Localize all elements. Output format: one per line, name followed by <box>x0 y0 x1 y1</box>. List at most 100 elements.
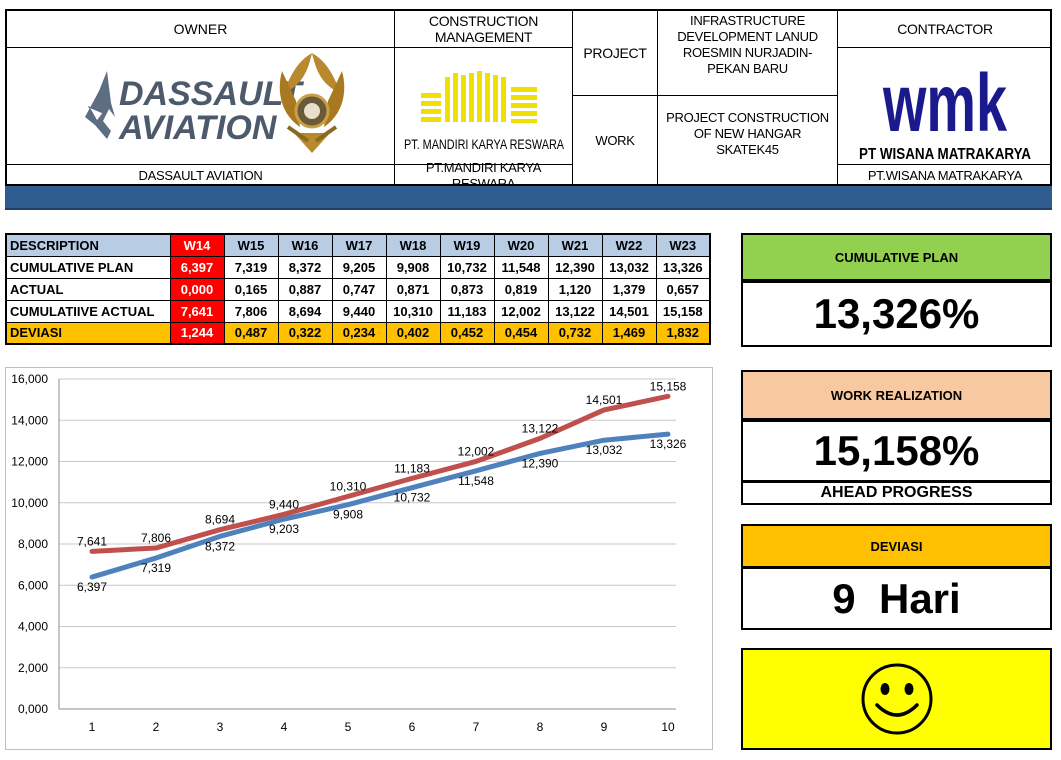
contractor-name: PT.WISANA MATRAKARYA <box>838 164 1052 186</box>
table-cell: 12,390 <box>547 255 603 279</box>
table-cell: 9,205 <box>331 255 387 279</box>
actual-data-label: 8,694 <box>205 513 235 527</box>
column-header: W14 <box>169 233 225 257</box>
cm-logo-area: PT. MANDIRI KARYA RESWARA <box>395 47 573 164</box>
table-row: CUMULATIIVE ACTUAL 7,641 7,806 8,694 9,4… <box>5 299 711 323</box>
wmk-logo: wmk PT WISANA MATRAKARYA <box>859 58 1031 163</box>
table-cell: 1,120 <box>547 277 603 301</box>
table-cell: 0,452 <box>439 321 495 345</box>
table-cell: 15,158 <box>655 299 711 323</box>
y-tick-label: 16,000 <box>11 372 48 386</box>
table-cell: 1,469 <box>601 321 657 345</box>
wmk-logo-text: wmk <box>882 58 1007 149</box>
x-tick-label: 4 <box>281 720 288 734</box>
x-tick-label: 1 <box>89 720 96 734</box>
table-cell: 13,326 <box>655 255 711 279</box>
table-cell: 10,310 <box>385 299 441 323</box>
x-tick-label: 6 <box>409 720 416 734</box>
plan-data-label: 13,032 <box>586 443 623 457</box>
owner-logo-area: DASSAULT AVIATION <box>7 47 395 164</box>
table-cell: 0,402 <box>385 321 441 345</box>
status-smiley-panel <box>741 648 1052 750</box>
x-tick-label: 7 <box>473 720 480 734</box>
column-header: W23 <box>655 233 711 257</box>
y-tick-label: 10,000 <box>11 496 48 510</box>
y-tick-label: 14,000 <box>11 413 48 427</box>
row-label: DEVIASI <box>5 321 171 345</box>
y-tick-label: 2,000 <box>18 661 48 675</box>
deviasi-label: DEVIASI <box>741 524 1052 568</box>
project-value: INFRASTRUCTURE DEVELOPMENT LANUD ROESMIN… <box>658 11 838 95</box>
actual-data-label: 13,122 <box>522 421 559 435</box>
progress-table: DESCRIPTION W14 W15 W16 W17 W18 W19 W20 … <box>5 233 711 345</box>
plan-series-line <box>89 431 671 580</box>
table-cell: 1,832 <box>655 321 711 345</box>
plan-data-label: 6,397 <box>77 580 107 594</box>
y-tick-label: 6,000 <box>18 578 48 592</box>
actual-data-label: 7,806 <box>141 531 171 545</box>
table-cell: 13,032 <box>601 255 657 279</box>
table-cell: 7,319 <box>223 255 279 279</box>
table-cell: 0,454 <box>493 321 549 345</box>
actual-data-label: 9,440 <box>269 497 299 511</box>
smiley-face-icon <box>861 663 932 735</box>
dassault-logo: DASSAULT AVIATION <box>85 53 345 153</box>
table-cell: 11,548 <box>493 255 549 279</box>
project-label: PROJECT <box>573 11 658 95</box>
y-tick-label: 4,000 <box>18 620 48 634</box>
column-header: W21 <box>547 233 603 257</box>
work-realization-value: 15,158% <box>741 420 1052 482</box>
table-cell: 0,747 <box>331 277 387 301</box>
owner-name: DASSAULT AVIATION <box>7 164 395 186</box>
y-tick-label: 8,000 <box>18 537 48 551</box>
actual-data-label: 14,501 <box>586 393 623 407</box>
table-cell: 0,887 <box>277 277 333 301</box>
cumulative-plan-label: CUMULATIVE PLAN <box>741 233 1052 281</box>
table-row: CUMULATIVE PLAN 6,397 7,319 8,372 9,205 … <box>5 255 711 279</box>
column-header: W20 <box>493 233 549 257</box>
table-cell: 12,002 <box>493 299 549 323</box>
actual-data-label: 15,158 <box>650 379 687 393</box>
contractor-label: CONTRACTOR <box>897 21 993 37</box>
table-cell: 0,657 <box>655 277 711 301</box>
table-cell: 1,379 <box>601 277 657 301</box>
plan-data-label: 13,326 <box>650 437 687 451</box>
dassault-logo-line2: AVIATION <box>118 109 278 147</box>
table-cell: 7,641 <box>169 299 225 323</box>
y-tick-label: 12,000 <box>11 455 48 469</box>
cumulative-plan-value: 13,326% <box>741 281 1052 347</box>
table-row: ACTUAL 0,000 0,165 0,887 0,747 0,871 0,8… <box>5 277 711 301</box>
actual-series-line <box>89 393 671 554</box>
cm-name: PT.MANDIRI KARYA RESWARA <box>395 160 573 191</box>
table-header-row: DESCRIPTION W14 W15 W16 W17 W18 W19 W20 … <box>5 233 711 257</box>
mandiri-logo: PT. MANDIRI KARYA RESWARA <box>404 71 565 152</box>
plan-data-label: 10,732 <box>394 491 431 505</box>
work-label: WORK <box>573 95 658 186</box>
table-cell: 9,440 <box>331 299 387 323</box>
actual-data-label: 11,183 <box>394 461 430 475</box>
table-cell: 0,165 <box>223 277 279 301</box>
plan-data-label: 8,372 <box>205 539 235 553</box>
table-cell: 1,244 <box>169 321 225 345</box>
table-cell: 0,234 <box>331 321 387 345</box>
x-tick-label: 2 <box>153 720 160 734</box>
work-value: PROJECT CONSTRUCTION OF NEW HANGAR SKATE… <box>658 95 838 186</box>
y-tick-label: 0,000 <box>18 702 48 716</box>
plan-data-label: 11,548 <box>458 474 494 488</box>
plan-data-label: 9,908 <box>333 508 363 522</box>
cm-label: CONSTRUCTION MANAGEMENT <box>395 11 573 47</box>
plan-data-label: 12,390 <box>522 456 559 470</box>
owner-label: OWNER <box>7 11 395 47</box>
column-header: W18 <box>385 233 441 257</box>
building-bars-icon <box>421 71 537 123</box>
table-cell: 0,732 <box>547 321 603 345</box>
row-label: CUMULATIIVE ACTUAL <box>5 299 171 323</box>
table-cell: 8,694 <box>277 299 333 323</box>
column-header: W19 <box>439 233 495 257</box>
x-tick-label: 3 <box>217 720 224 734</box>
x-tick-label: 5 <box>345 720 352 734</box>
progress-line-chart: 0,000 2,000 4,000 6,000 8,000 10,000 12,000 14,… <box>5 367 713 750</box>
plan-data-label: 9,203 <box>269 522 299 536</box>
plan-data-label: 7,319 <box>141 561 171 575</box>
x-tick-label: 10 <box>661 720 675 734</box>
